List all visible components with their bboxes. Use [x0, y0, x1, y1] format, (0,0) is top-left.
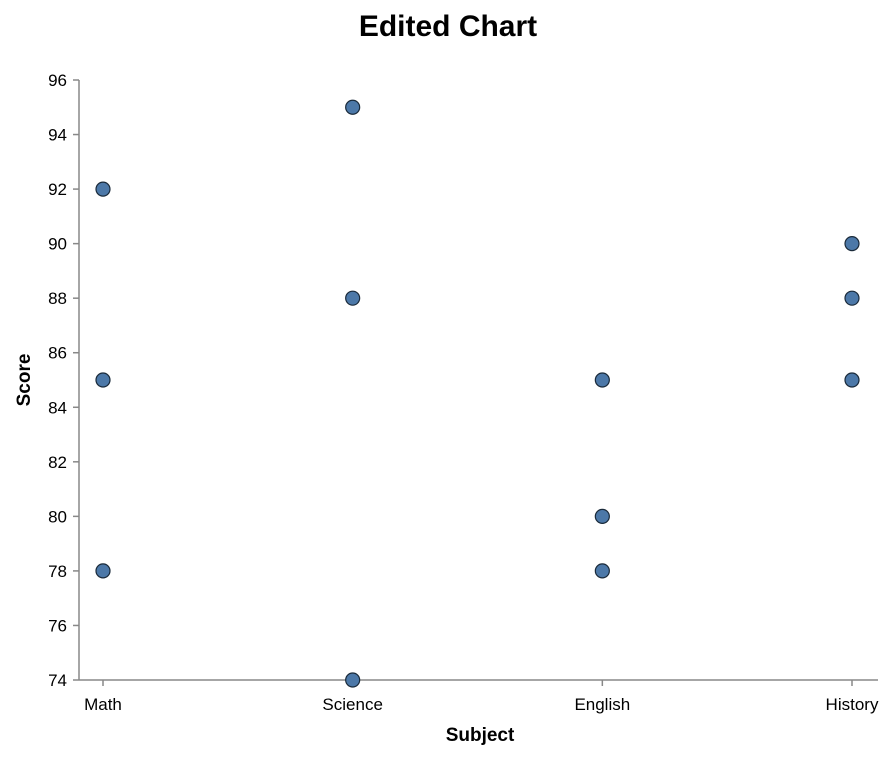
x-tick-label: Math	[84, 695, 122, 714]
x-tick-label: History	[826, 695, 879, 714]
y-tick-label: 94	[48, 126, 67, 145]
y-tick-label: 74	[48, 671, 67, 690]
y-tick-label: 80	[48, 507, 67, 526]
y-tick-label: 96	[48, 71, 67, 90]
y-tick-label: 90	[48, 235, 67, 254]
x-tick-label: Science	[322, 695, 382, 714]
data-point	[345, 99, 361, 115]
y-tick-label: 88	[48, 289, 67, 308]
x-axis: Math Science English History	[79, 679, 879, 714]
y-tick-label: 84	[48, 398, 67, 417]
data-point	[345, 672, 361, 688]
data-point	[594, 563, 610, 579]
y-tick-label: 78	[48, 562, 67, 581]
y-tick-label: 92	[48, 180, 67, 199]
y-tick-label: 86	[48, 344, 67, 363]
data-point	[95, 181, 111, 197]
y-axis: 74 76 78 80 82 84 86 88 90 92 94 96	[48, 71, 80, 690]
chart-title: Edited Chart	[359, 10, 537, 43]
data-point	[345, 290, 361, 306]
data-point	[95, 372, 111, 388]
data-point	[95, 563, 111, 579]
data-point	[594, 372, 610, 388]
y-tick-label: 82	[48, 453, 67, 472]
y-axis-title: Score	[14, 354, 35, 407]
data-point	[844, 290, 860, 306]
x-axis-title: Subject	[446, 725, 515, 746]
x-tick-label: English	[574, 695, 630, 714]
y-tick-label: 76	[48, 616, 67, 635]
data-point	[594, 508, 610, 524]
data-points	[95, 99, 860, 688]
data-point	[844, 236, 860, 252]
data-point	[844, 372, 860, 388]
